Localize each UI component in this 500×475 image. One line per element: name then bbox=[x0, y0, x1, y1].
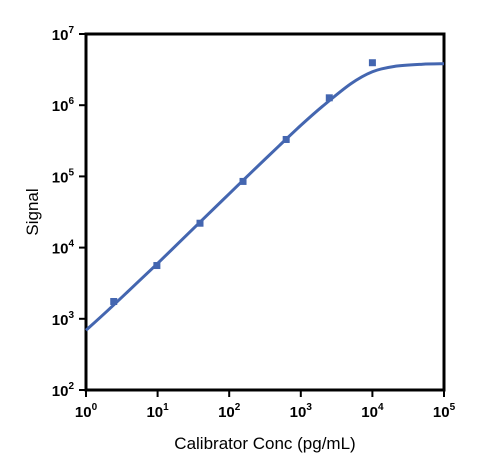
axis-frame bbox=[84, 32, 446, 392]
fit-curve-group bbox=[84, 62, 445, 332]
x-tick-label: 103 bbox=[290, 402, 313, 421]
y-tick-label: 106 bbox=[52, 96, 75, 115]
data-point bbox=[368, 59, 376, 67]
data-point bbox=[110, 297, 118, 305]
x-tick-label: 101 bbox=[146, 402, 169, 421]
data-point bbox=[282, 135, 290, 143]
y-tick-label: 105 bbox=[52, 167, 75, 186]
fit-curve bbox=[84, 62, 445, 332]
data-points bbox=[110, 59, 376, 305]
data-point bbox=[196, 219, 204, 227]
x-tick-label: 100 bbox=[75, 402, 98, 421]
axes bbox=[84, 32, 446, 392]
y-tick-label: 102 bbox=[52, 381, 75, 400]
x-axis-title: Calibrator Conc (pg/mL) bbox=[174, 434, 355, 453]
data-point bbox=[239, 177, 247, 185]
y-tick-label: 104 bbox=[52, 239, 75, 258]
y-tick-label: 107 bbox=[52, 25, 75, 44]
y-tick-label: 103 bbox=[52, 310, 75, 329]
x-tick-label: 105 bbox=[433, 402, 456, 421]
data-point bbox=[325, 94, 333, 102]
x-tick-label: 102 bbox=[218, 402, 241, 421]
y-axis-title: Signal bbox=[23, 188, 42, 235]
x-tick-label: 104 bbox=[361, 402, 384, 421]
x-axis-ticks: 100 101 102 103 104 105 bbox=[75, 390, 456, 421]
y-axis-ticks: 102 103 104 105 106 107 bbox=[52, 25, 86, 400]
data-point bbox=[153, 262, 161, 270]
